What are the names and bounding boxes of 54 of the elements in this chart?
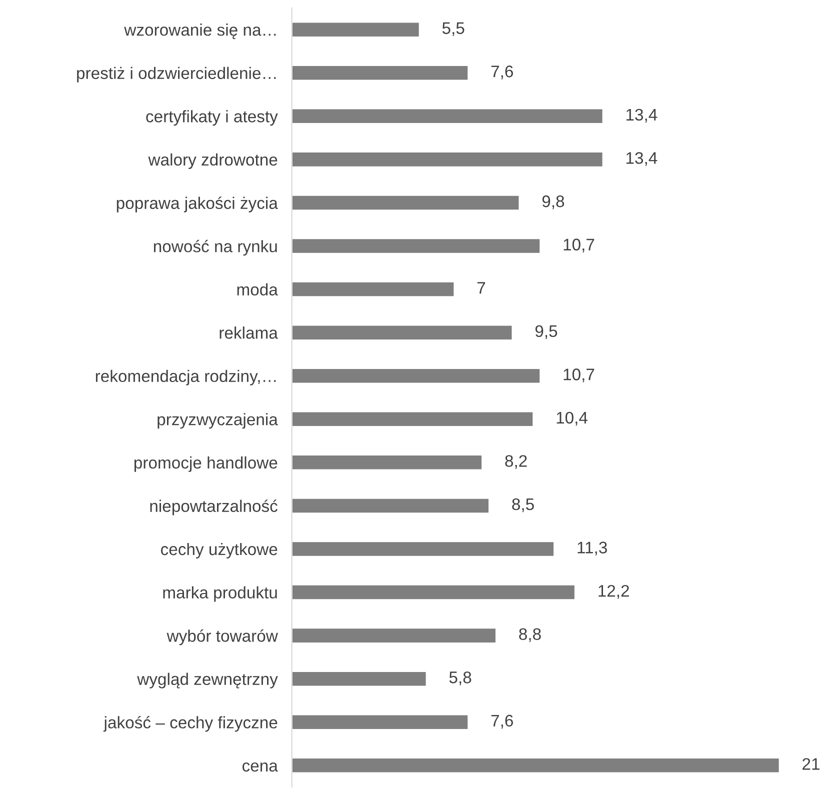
data-label: 12,2 [598,584,629,599]
bar [292,108,604,124]
bar [292,540,555,558]
data-label: 10,7 [564,368,594,382]
y-tick-label: wygląd zewnętrzny [137,672,278,688]
y-tick-label: moda [237,283,278,296]
data-label: 10,4 [556,412,588,426]
bar [292,627,497,644]
bar [292,324,514,341]
y-tick-label: cechy użytkowe [160,542,278,558]
y-tick-label: walory zdrowotne [148,153,278,169]
y-tick-label: marka produktu [163,586,277,602]
data-label: 13,4 [626,108,658,123]
data-label: 7,6 [491,66,513,80]
y-tick-label: promocje handlowe [134,456,278,472]
y-tick-label: nowość na rynku [154,240,277,256]
bar [292,670,428,688]
y-tick-label: niepowtarzalność [150,500,278,516]
data-label: 8,5 [512,498,534,512]
data-label: 7 [477,282,486,294]
data-label: 9,8 [542,195,564,210]
data-label: 21 [802,758,820,770]
data-label: 7,6 [491,714,513,729]
bar [292,238,541,254]
y-tick-label: poprawa jakości życia [116,196,278,212]
bar [292,151,604,168]
data-label: 9,5 [535,325,558,340]
bar [292,194,520,211]
data-label: 8,8 [519,628,541,642]
bar [292,757,780,774]
bar [292,714,470,730]
data-label: 5,8 [449,672,472,686]
bar [292,281,456,298]
data-label: 5,5 [442,22,464,36]
y-tick-label: jakość – cechy fizyczne [103,716,278,732]
bar [292,497,490,514]
y-tick-label: rekomendacja rodziny,… [96,370,276,386]
data-label: 8,2 [505,455,527,469]
bar [292,368,541,384]
data-label: 10,7 [564,238,594,252]
bar [292,21,420,38]
data-label: 11,3 [578,542,607,556]
data-label: 13,4 [626,152,658,166]
bar [292,454,483,471]
y-tick-label: przyzwyczajenia [158,413,278,429]
y-tick-label: prestiż i odzwierciedlenie… [77,66,276,82]
bar [292,410,534,428]
y-tick-label: certyfikaty i atesty [146,110,278,126]
y-tick-label: wybór towarów [166,629,278,646]
bar [292,584,576,601]
y-tick-label: cena [242,762,278,772]
y-tick-label: wzorowanie się na… [124,24,276,40]
bar [292,64,470,82]
y-tick-label: reklama [220,326,278,339]
